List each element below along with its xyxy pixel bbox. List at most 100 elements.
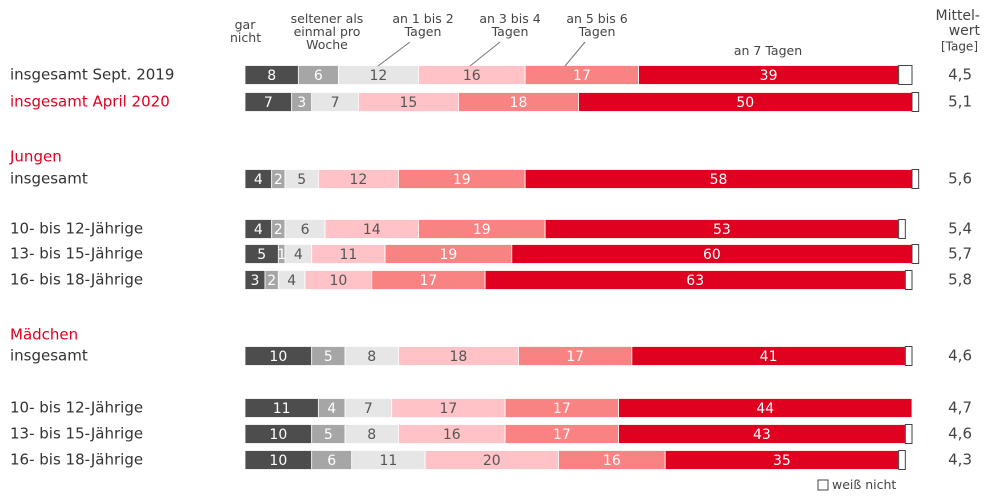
value-label: 4 — [294, 247, 303, 263]
row-label: insgesamt April 2020 — [10, 93, 170, 111]
mean-label: 4,6 — [948, 347, 972, 365]
mean-title: Mittel- — [935, 8, 980, 24]
row-label: 16- bis 18-Jährige — [10, 271, 143, 289]
value-label: 3 — [297, 95, 306, 111]
value-label: 15 — [400, 95, 418, 111]
mean-label: 4,6 — [948, 425, 972, 443]
row-label: 13- bis 15-Jährige — [10, 425, 143, 443]
bar-segment — [911, 92, 920, 112]
value-label: 5 — [324, 349, 333, 365]
mean-label: 4,7 — [948, 399, 972, 417]
value-label: 35 — [773, 453, 791, 469]
value-label: 8 — [367, 349, 376, 365]
value-label: 11 — [273, 401, 291, 417]
value-label: 17 — [573, 68, 591, 84]
value-label: 7 — [264, 95, 273, 111]
mean-label: 5,6 — [948, 170, 972, 188]
mean-label: 5,4 — [948, 220, 972, 238]
value-label: 11 — [339, 247, 357, 263]
value-label: 17 — [420, 273, 438, 289]
value-label: 17 — [566, 349, 584, 365]
bar-segment — [898, 65, 913, 85]
value-label: 5 — [297, 172, 306, 188]
legend-label: an 1 bis 2 Tagen — [392, 11, 454, 39]
value-label: 2 — [274, 222, 283, 238]
mean-label: 5,8 — [948, 271, 972, 289]
value-label: 3 — [251, 273, 260, 289]
value-label: 12 — [369, 68, 387, 84]
value-label: 19 — [473, 222, 491, 238]
group-label: Jungen — [9, 148, 62, 166]
value-label: 10 — [269, 349, 287, 365]
legend-label: an 3 bis 4 Tagen — [479, 11, 541, 39]
value-label: 10 — [269, 427, 287, 443]
bar-segment — [618, 398, 913, 418]
value-label: 16 — [603, 453, 621, 469]
bar-segment — [904, 270, 913, 290]
value-label: 17 — [553, 427, 571, 443]
value-label: 58 — [710, 172, 728, 188]
row-label: insgesamt — [10, 347, 88, 365]
row-label: insgesamt — [10, 170, 88, 188]
value-label: 14 — [363, 222, 381, 238]
value-label: 17 — [440, 401, 458, 417]
row-label: 10- bis 12-Jährige — [10, 220, 143, 238]
mean-label: 5,7 — [948, 245, 972, 263]
legend-swatch — [817, 479, 829, 491]
value-label: 6 — [301, 222, 310, 238]
mean-label: 4,3 — [948, 451, 972, 469]
row-label: 13- bis 15-Jährige — [10, 245, 143, 263]
value-label: 4 — [254, 222, 263, 238]
value-label: 39 — [760, 68, 778, 84]
value-label: 50 — [736, 95, 754, 111]
value-label: 1 — [277, 247, 286, 263]
value-label: 6 — [314, 68, 323, 84]
value-label: 5 — [257, 247, 266, 263]
bar-segment — [911, 169, 920, 189]
row-label: insgesamt Sept. 2019 — [10, 66, 174, 84]
value-label: 7 — [331, 95, 340, 111]
value-label: 7 — [364, 401, 373, 417]
bar-segment — [898, 219, 906, 239]
value-label: 2 — [274, 172, 283, 188]
legend-label: gar nicht — [230, 17, 262, 45]
mean-title: wert — [949, 23, 981, 39]
value-label: 8 — [367, 427, 376, 443]
value-label: 60 — [703, 247, 721, 263]
leader-line — [377, 41, 411, 67]
value-label: 63 — [686, 273, 704, 289]
value-label: 2 — [267, 273, 276, 289]
row-label: 10- bis 12-Jährige — [10, 399, 143, 417]
value-label: 41 — [760, 349, 778, 365]
group-label: Mädchen — [10, 326, 78, 344]
legend-label: an 7 Tagen — [733, 43, 803, 58]
value-label: 8 — [267, 68, 276, 84]
value-label: 10 — [269, 453, 287, 469]
value-label: 17 — [553, 401, 571, 417]
legend-label: weiß nicht — [832, 477, 897, 492]
value-label: 6 — [327, 453, 336, 469]
row-label: 16- bis 18-Jährige — [10, 451, 143, 469]
value-label: 12 — [349, 172, 367, 188]
value-label: 5 — [324, 427, 333, 443]
value-label: 18 — [450, 349, 468, 365]
bar-segment — [904, 346, 913, 366]
value-label: 53 — [713, 222, 731, 238]
leader-line — [564, 41, 586, 67]
bar-segment — [898, 450, 906, 470]
value-label: 4 — [327, 401, 336, 417]
value-label: 19 — [440, 247, 458, 263]
mean-label: 4,5 — [948, 66, 972, 84]
value-label: 44 — [756, 401, 774, 417]
value-label: 4 — [254, 172, 263, 188]
value-label: 19 — [453, 172, 471, 188]
value-label: 43 — [753, 427, 771, 443]
value-label: 4 — [287, 273, 296, 289]
value-label: 10 — [329, 273, 347, 289]
value-label: 16 — [443, 427, 461, 443]
value-label: 18 — [510, 95, 528, 111]
bar-segment — [904, 424, 913, 444]
legend-label: an 5 bis 6 Tagen — [566, 11, 628, 39]
